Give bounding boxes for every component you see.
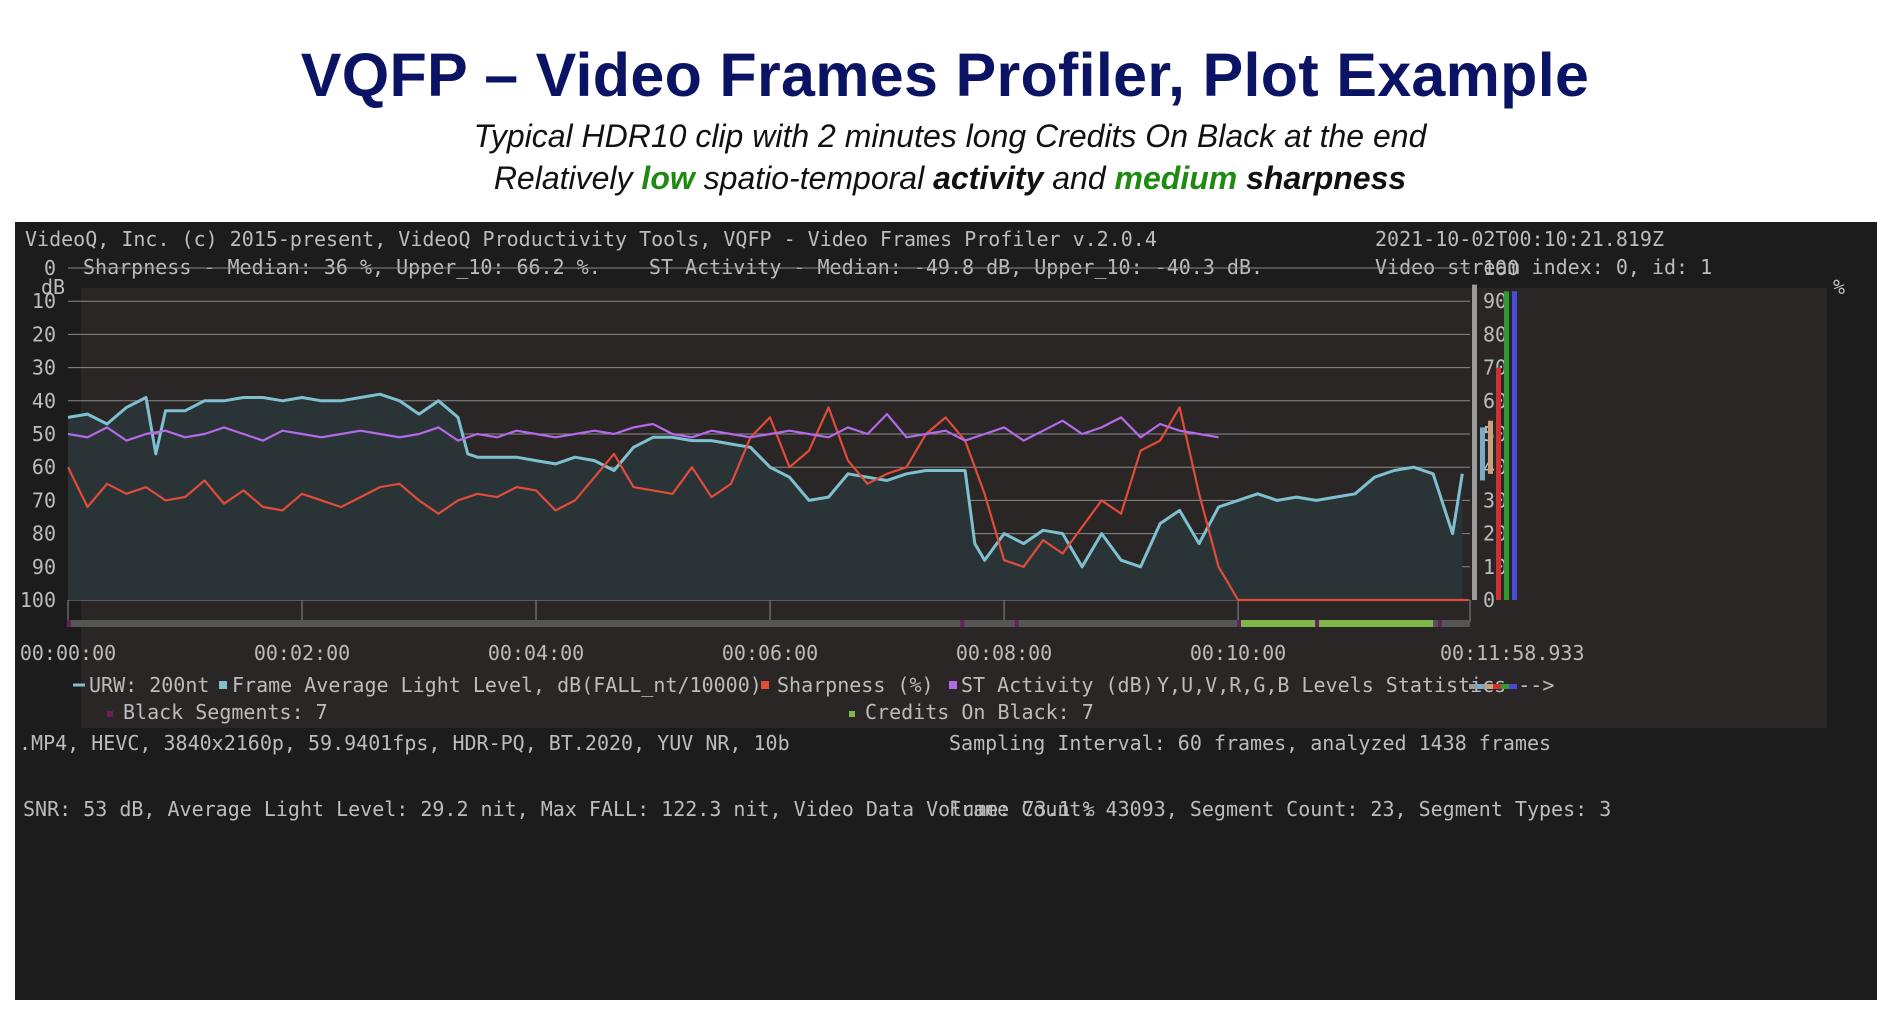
legend-black-segments: Black Segments: 7 (123, 700, 328, 724)
left-tick-label: 70 (32, 488, 56, 512)
fall-area (68, 394, 1463, 600)
vqfp-chart: VideoQ, Inc. (c) 2015-present, VideoQ Pr… (19, 227, 1845, 821)
black-segment-marker (67, 620, 71, 627)
legend-credits-swatch (849, 711, 855, 717)
legend-level-y (1469, 684, 1477, 689)
right-tick-label: 30 (1483, 488, 1507, 512)
header-stream: Video stream index: 0, id: 1 (1375, 255, 1712, 279)
series-lines (67, 392, 1469, 602)
legend-fall: Frame Average Light Level, dB(FALL_nt/10… (232, 673, 762, 697)
right-tick-label: 20 (1483, 522, 1507, 546)
right-tick-label: 90 (1483, 289, 1507, 313)
footer-snr: SNR: 53 dB, Average Light Level: 29.2 ni… (23, 797, 1095, 821)
header-timestamp: 2021-10-02T00:10:21.819Z (1375, 227, 1664, 251)
x-tick-labels: 00:00:00 00:02:00 00:04:00 00:06:00 00:08:00… (20, 641, 1585, 665)
segment-timeline (67, 620, 1470, 627)
black-segment-marker (1014, 620, 1019, 627)
fall-area-fill (68, 394, 1463, 600)
legend-level-b (1509, 684, 1517, 689)
subtitle-sharpness: sharpness (1237, 160, 1407, 196)
left-axis-label: dB (41, 275, 65, 299)
timeline-bar (68, 620, 1470, 627)
x-tick-label: 00:00:00 (20, 641, 116, 665)
left-tick-label: 80 (32, 522, 56, 546)
legend-level-g (1501, 684, 1509, 689)
level-r-bar (1496, 367, 1501, 600)
st-activity-line (67, 413, 1219, 442)
left-tick-label: 30 (32, 356, 56, 380)
right-tick-label: 40 (1483, 455, 1507, 479)
x-tick-label: 00:06:00 (722, 641, 818, 665)
subtitle-low: low (641, 160, 695, 196)
legend-st-activity-swatch (949, 681, 957, 689)
page-title: VQFP – Video Frames Profiler, Plot Examp… (300, 41, 1590, 109)
credits-segment (1238, 620, 1434, 627)
x-tick-label: 00:04:00 (488, 641, 584, 665)
x-tick-label: 00:08:00 (956, 641, 1052, 665)
legend-level-u (1477, 684, 1485, 689)
fall-line (67, 392, 1464, 569)
levels-statistics-bars (1472, 284, 1517, 600)
black-segment-marker (1237, 620, 1242, 627)
level-b-bar (1512, 291, 1517, 600)
legend-urw: URW: 200nt (89, 673, 209, 697)
left-tick-label: 40 (32, 389, 56, 413)
legend-black-swatch (107, 711, 113, 717)
left-tick-label: 0 (44, 256, 56, 280)
subtitle-text: and (1043, 160, 1115, 196)
sharpness-line (67, 406, 1469, 602)
x-tick-label: 00:10:00 (1190, 641, 1286, 665)
left-tick-label: 90 (32, 555, 56, 579)
left-tick-label: 50 (32, 422, 56, 446)
subtitle-medium: medium (1114, 160, 1238, 196)
right-tick-label: 60 (1483, 389, 1507, 413)
level-v-bar (1488, 420, 1493, 474)
legend-level-r (1493, 684, 1501, 689)
right-tick-label: 80 (1483, 322, 1507, 346)
level-u-bar (1480, 427, 1485, 481)
subtitle-line-1: Typical HDR10 clip with 2 minutes long C… (473, 118, 1427, 154)
right-tick-label: 100 (1483, 256, 1519, 280)
right-tick-label: 0 (1483, 588, 1495, 612)
x-tick-label: 00:02:00 (254, 641, 350, 665)
black-segment-marker (1437, 620, 1442, 627)
level-g-bar (1504, 291, 1509, 600)
right-tick-label: 10 (1483, 555, 1507, 579)
subtitle-text: Relatively (493, 160, 642, 196)
right-axis-label: % (1833, 275, 1845, 299)
left-tick-label: 100 (20, 588, 56, 612)
footer-counts: Frame Count: 43093, Segment Count: 23, S… (949, 797, 1611, 821)
right-tick-label: 50 (1483, 422, 1507, 446)
footer-sampling: Sampling Interval: 60 frames, analyzed 1… (949, 731, 1551, 755)
header-app-info: VideoQ, Inc. (c) 2015-present, VideoQ Pr… (25, 227, 1157, 251)
right-tick-label: 70 (1483, 356, 1507, 380)
x-tick-label: 00:11:58.933 (1440, 641, 1585, 665)
legend-sharpness: Sharpness (%) (777, 673, 934, 697)
plot-panel: VideoQ, Inc. (c) 2015-present, VideoQ Pr… (15, 222, 1877, 1000)
left-tick-label: 10 (32, 289, 56, 313)
legend: URW: 200nt Frame Average Light Level, dB… (73, 673, 1554, 724)
level-y-bar (1472, 284, 1477, 600)
footer-format: .MP4, HEVC, 3840x2160p, 59.9401fps, HDR-… (19, 731, 790, 755)
left-tick-label: 60 (32, 455, 56, 479)
legend-st-activity: ST Activity (dB) (961, 673, 1154, 697)
subtitle-text: spatio-temporal (694, 160, 934, 196)
left-tick-label: 20 (32, 322, 56, 346)
black-segment-marker (1315, 620, 1320, 627)
legend-credits: Credits On Black: 7 (865, 700, 1094, 724)
legend-fall-swatch (219, 681, 227, 689)
subtitle-line-2: Relatively low spatio-temporal activity … (0, 160, 1880, 197)
left-tick-labels: 0 10 20 30 40 50 60 70 80 90 100 (20, 256, 56, 612)
black-segment-marker (960, 620, 965, 627)
subtitle-activity: activity (933, 160, 1044, 196)
legend-sharpness-swatch (761, 681, 769, 689)
header-stats: Sharpness - Median: 36 %, Upper_10: 66.2… (83, 255, 1263, 279)
legend-level-v (1485, 684, 1493, 689)
